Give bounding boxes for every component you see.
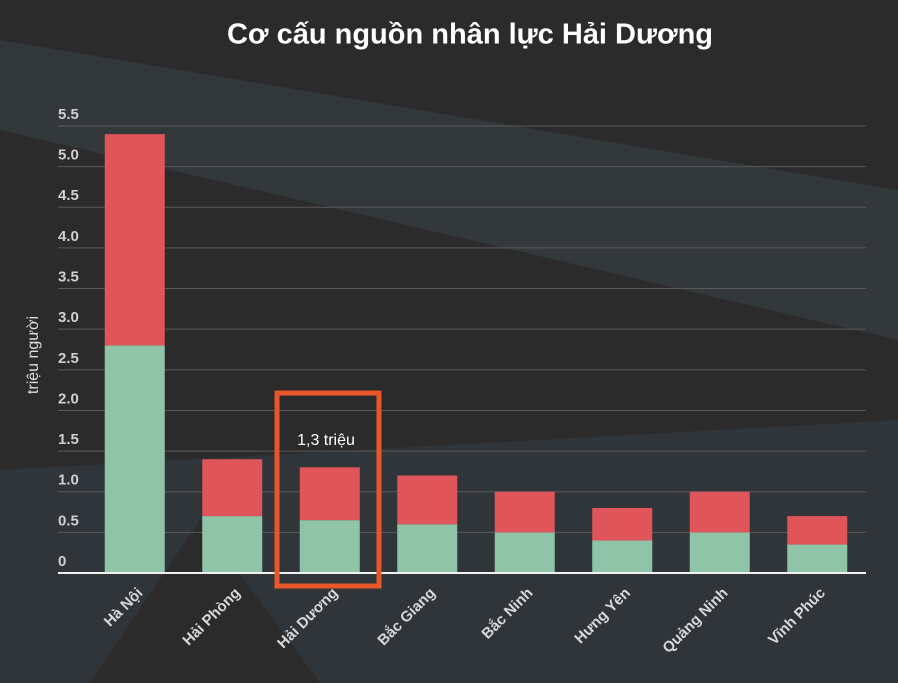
- background-shape: [90, 520, 320, 683]
- y-tick-label: 3.0: [58, 309, 79, 326]
- y-tick-label: 5.0: [58, 147, 79, 164]
- y-tick-label: 4.0: [58, 228, 79, 245]
- chart-title: Cơ cấu nguồn nhân lực Hải Dương: [227, 19, 713, 51]
- bar-segment: [494, 532, 555, 573]
- y-tick-label: 0.5: [58, 512, 79, 529]
- bar-segment: [202, 516, 263, 573]
- y-tick-label: 4.5: [58, 187, 79, 204]
- y-tick-label: 3.5: [58, 269, 79, 286]
- y-axis-label: triệu người: [25, 316, 42, 394]
- y-tick-label: 0: [58, 553, 66, 570]
- annotation: 1,3 triệu: [297, 432, 355, 449]
- y-tick-label: 2.0: [58, 390, 79, 407]
- bar-segment: [689, 532, 750, 573]
- bar-segment: [592, 507, 653, 541]
- bar-segment: [104, 134, 165, 346]
- bar-segment: [494, 491, 555, 533]
- bar-segment: [787, 516, 848, 545]
- bar-segment: [689, 491, 750, 533]
- background-shape: [0, 40, 898, 340]
- bar-segment: [299, 467, 360, 521]
- bar-segment: [202, 459, 263, 517]
- y-tick-label: 1.0: [58, 472, 79, 489]
- y-tick-label: 2.5: [58, 350, 79, 367]
- bar-segment: [299, 520, 360, 573]
- bar-segment: [397, 524, 458, 573]
- bar-segment: [397, 475, 458, 525]
- bar-segment: [787, 544, 848, 573]
- y-tick-label: 5.5: [58, 106, 79, 123]
- y-tick-label: 1.5: [58, 431, 79, 448]
- bar-segment: [592, 540, 653, 573]
- bar-segment: [104, 345, 165, 573]
- highlight-box: [274, 390, 382, 589]
